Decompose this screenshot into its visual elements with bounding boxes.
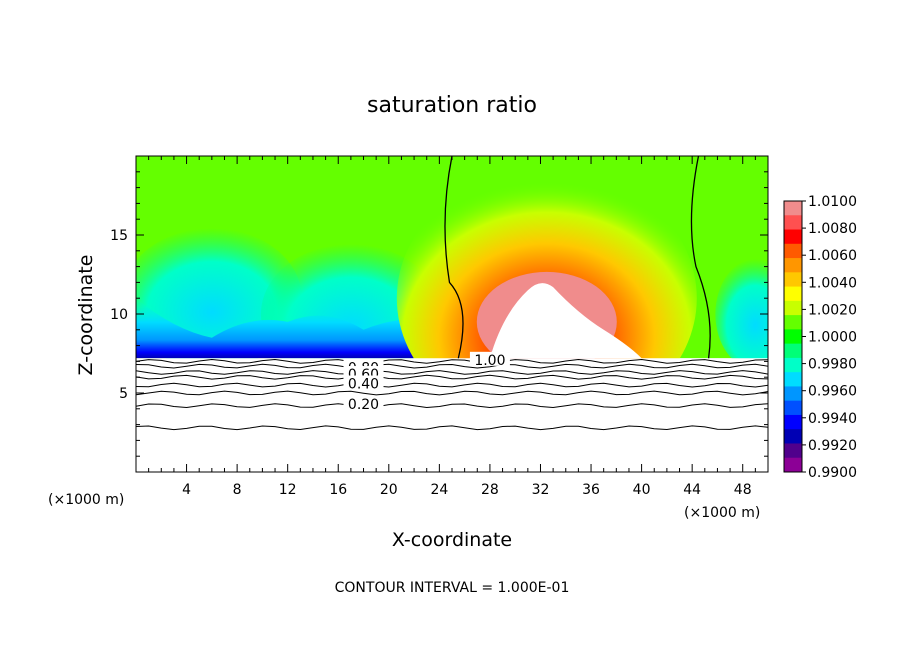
y-tick-label: 15 (110, 228, 128, 244)
colorbar-label: 0.9900 (808, 465, 857, 481)
colorbar-swatch (784, 201, 802, 216)
colorbar-label: 0.9920 (808, 438, 857, 454)
y-axis-label: Z-coordinate (75, 255, 97, 376)
x-unit-left: (×1000 m) (48, 492, 124, 508)
x-tick-label: 32 (532, 482, 550, 498)
x-tick-label: 8 (233, 482, 242, 498)
x-tick-label: 24 (430, 482, 448, 498)
colorbar-label: 1.0020 (808, 302, 857, 318)
chart-title: saturation ratio (367, 93, 537, 118)
colorbar-swatch (784, 315, 802, 330)
colorbar: 1.0100 1.0080 1.0060 1.0040 1.0020 1.0000 0.99… (783, 194, 857, 481)
x-axis: 4 8 12 16 20 24 28 32 36 40 44 48 (148, 156, 756, 498)
colorbar-swatch (784, 386, 802, 402)
contour-label: 1.00 (474, 353, 505, 369)
contour-label: 0.40 (348, 377, 379, 393)
contour-line-6 (135, 403, 769, 409)
colorbar-label: 1.0000 (808, 330, 857, 346)
contour-line-5 (135, 390, 769, 396)
x-tick-label: 12 (279, 482, 297, 498)
colorbar-label: 0.9960 (808, 384, 857, 400)
contour-interval-note: CONTOUR INTERVAL = 1.000E-01 (335, 580, 570, 596)
x-axis-label: X-coordinate (392, 529, 512, 551)
field-low-band (136, 298, 440, 359)
contour-line-2 (135, 370, 769, 375)
contour-label-bg (469, 351, 510, 366)
colorbar-swatch (784, 429, 802, 444)
contour-line-1.00-right (690, 155, 711, 359)
contour-label: 0.20 (348, 397, 379, 413)
contour-line-3 (135, 374, 769, 380)
contour-layer: 0.800.600.400.201.00 (135, 155, 769, 431)
contour-line-4 (135, 382, 769, 388)
field-clear-layer (136, 358, 768, 472)
colorbar-swatch (784, 372, 802, 387)
colorbar-label: 1.0060 (808, 248, 857, 264)
colorbar-label: 0.9940 (808, 411, 857, 427)
contour-line-1 (135, 363, 769, 369)
colorbar-swatch (784, 258, 802, 273)
x-tick-label: 48 (734, 482, 752, 498)
colorbar-swatch (784, 229, 802, 245)
x-unit-right: (×1000 m) (684, 505, 760, 521)
colorbar-swatch (784, 457, 802, 473)
x-tick-label: 16 (329, 482, 347, 498)
colorbar-swatch (784, 414, 802, 430)
y-axis: 5 10 15 (110, 171, 768, 457)
x-tick-label: 28 (481, 482, 499, 498)
colorbar-swatch (784, 300, 802, 316)
colorbar-label: 1.0100 (808, 194, 857, 210)
x-tick-label: 40 (633, 482, 651, 498)
colorbar-swatch (784, 243, 802, 259)
contour-label-bg (343, 375, 384, 390)
colorbar-swatch (784, 272, 802, 288)
field-plume-core (489, 283, 642, 359)
colorbar-swatch (784, 215, 802, 231)
x-tick-label: 44 (683, 482, 701, 498)
colorbar-swatch (784, 357, 802, 373)
colorbar-swatch (784, 329, 802, 345)
colorbar-swatch (784, 443, 802, 459)
colorbar-label: 1.0040 (808, 275, 857, 291)
contour-label-bg (343, 396, 384, 411)
contour-line-7 (135, 425, 769, 431)
field-layer (136, 156, 768, 472)
contour-line-1.00-left (444, 155, 464, 359)
colorbar-swatch (784, 343, 802, 359)
colorbar-label: 0.9980 (808, 357, 857, 373)
colorbar-swatch (784, 400, 802, 416)
x-tick-label: 20 (380, 482, 398, 498)
contour-line-0 (135, 358, 769, 364)
colorbar-swatch (784, 286, 802, 302)
field-region-right (715, 259, 768, 369)
x-tick-label: 4 (182, 482, 191, 498)
y-tick-label: 5 (119, 386, 128, 402)
colorbar-label: 1.0080 (808, 221, 857, 237)
x-tick-label: 36 (582, 482, 600, 498)
y-tick-label: 10 (110, 307, 128, 323)
